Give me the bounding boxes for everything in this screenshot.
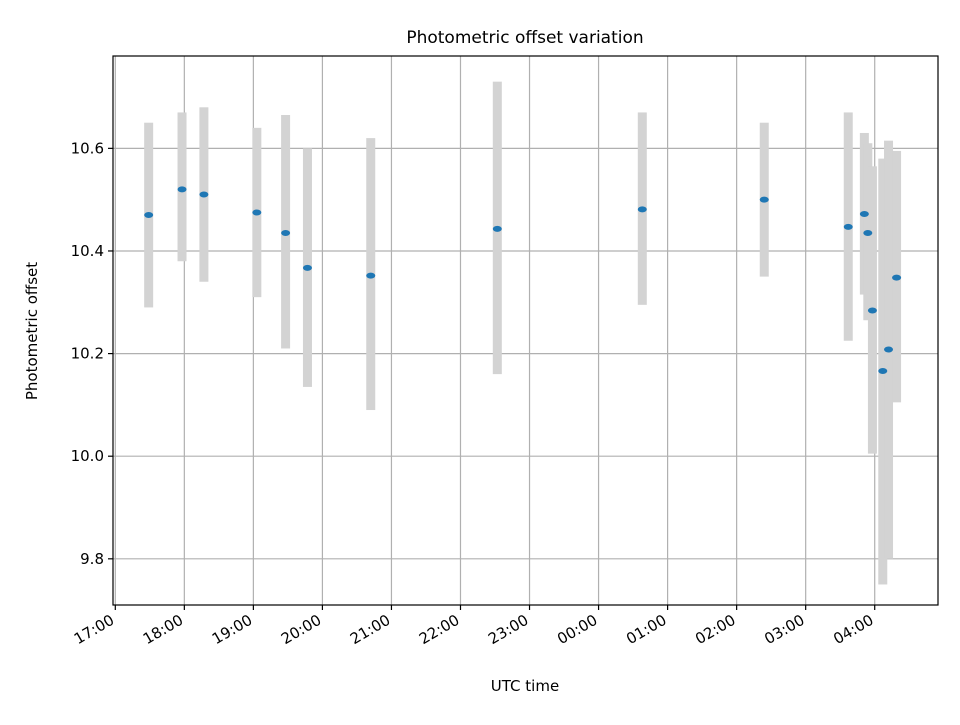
data-point xyxy=(637,206,647,213)
data-point xyxy=(863,230,873,237)
data-point xyxy=(366,272,376,279)
data-point xyxy=(199,191,209,198)
y-tick-label: 9.8 xyxy=(80,550,104,568)
data-point xyxy=(492,225,502,232)
data-point xyxy=(884,346,894,353)
chart-title: Photometric offset variation xyxy=(406,28,643,48)
y-axis-ticks: 9.8 10.0 10.2 10.4 10.6 xyxy=(71,139,113,568)
data-point xyxy=(843,223,853,230)
data-point xyxy=(859,211,869,218)
data-point xyxy=(878,368,888,375)
data-point xyxy=(759,196,769,203)
y-axis-label: Photometric offset xyxy=(23,262,41,400)
y-tick-label: 10.2 xyxy=(71,345,104,363)
data-point xyxy=(144,212,154,219)
y-tick-label: 10.4 xyxy=(71,242,104,260)
data-point xyxy=(302,264,312,271)
data-point xyxy=(892,274,902,281)
point-layer xyxy=(144,186,902,375)
data-point xyxy=(177,186,187,193)
data-point xyxy=(252,209,262,216)
data-point xyxy=(867,307,877,314)
data-point xyxy=(281,230,291,237)
x-axis-label: UTC time xyxy=(491,677,559,695)
y-tick-label: 10.6 xyxy=(71,139,104,157)
plot-frame xyxy=(112,55,939,606)
grid-layer xyxy=(113,56,938,605)
y-tick-label: 10.0 xyxy=(71,447,104,465)
